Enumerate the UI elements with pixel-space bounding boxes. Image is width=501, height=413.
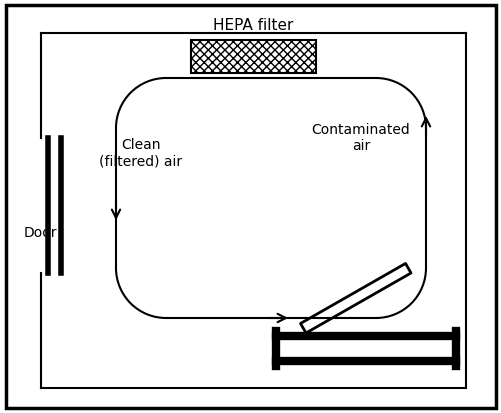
Text: Clean
(filtered) air: Clean (filtered) air: [99, 138, 182, 168]
Text: Contaminated
air: Contaminated air: [311, 123, 409, 153]
Bar: [190, 40, 315, 73]
Text: Door: Door: [24, 226, 57, 240]
Text: HEPA filter: HEPA filter: [213, 18, 293, 33]
